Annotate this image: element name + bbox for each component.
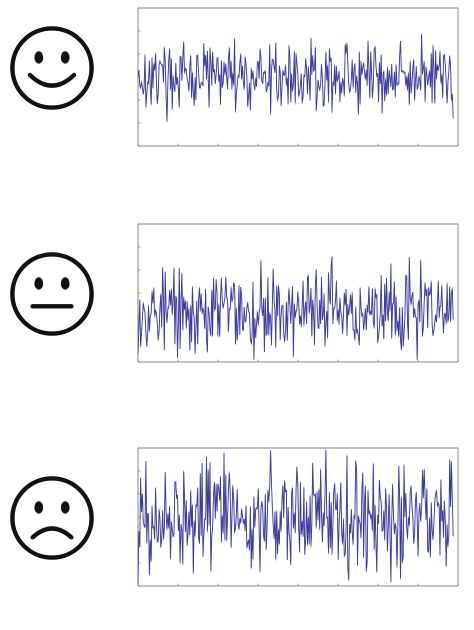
signal-line <box>137 34 454 122</box>
sad-row <box>0 430 474 630</box>
signal-line <box>137 256 454 360</box>
signal-line <box>137 450 454 584</box>
chart-happy <box>137 7 459 147</box>
happy-row <box>0 0 474 200</box>
chart-sad <box>137 447 459 587</box>
happy-face-icon <box>10 26 94 110</box>
chart-neutral <box>137 223 459 363</box>
neutral-row <box>0 206 474 406</box>
sad-face-icon <box>10 476 94 560</box>
neutral-face-icon <box>10 252 94 336</box>
